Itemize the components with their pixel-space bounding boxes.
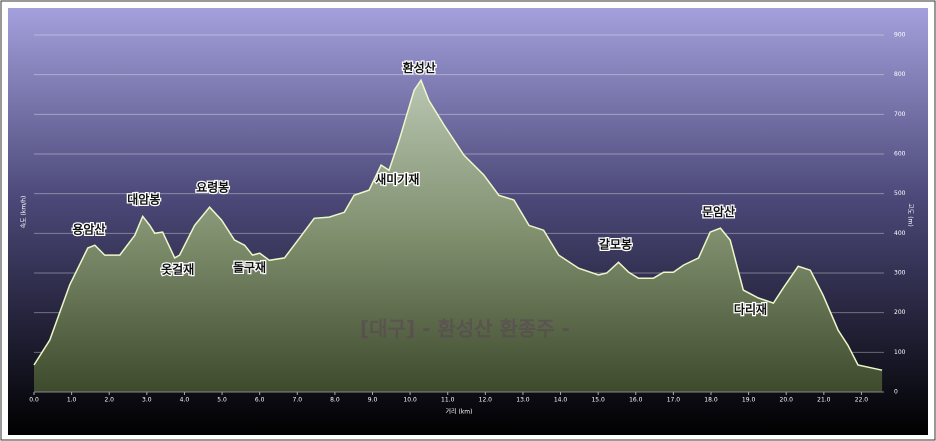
peak-annotation: 다리재 [734, 301, 767, 316]
peak-annotation: 환성산 [403, 60, 436, 75]
x-tick-label: 10.0 [403, 397, 417, 404]
y-tick-label: 100 [894, 349, 906, 356]
y-tick-label: 500 [894, 190, 906, 197]
x-tick-label: 9.0 [368, 397, 378, 404]
x-tick-label: 22.0 [855, 397, 869, 404]
peak-annotation: 문암산 [702, 204, 735, 219]
y-axis-label: 속도 (km/h) [20, 196, 28, 229]
watermark: [대구] - 환성산 환종주 - [360, 317, 570, 341]
x-tick-label: 5.0 [217, 397, 227, 404]
x-tick-label: 7.0 [293, 397, 303, 404]
y2-axis-label: 고도 (m) [907, 203, 914, 226]
y-tick-label: 900 [894, 32, 906, 39]
peak-annotation: 돌구재 [233, 261, 266, 275]
area-line [33, 78, 883, 371]
x-tick-label: 14.0 [554, 397, 568, 404]
peak-annotation: 갈모봉 [599, 238, 632, 252]
peak-annotation: 새미기재 [375, 172, 419, 187]
x-tick-label: 21.0 [817, 397, 831, 404]
x-tick-label: 15.0 [591, 397, 605, 404]
x-tick-label: 0.0 [29, 397, 39, 404]
area-fill [34, 80, 883, 392]
x-tick-label: 20.0 [780, 397, 794, 404]
x-tick-label: 1.0 [67, 397, 77, 404]
x-tick-label: 19.0 [742, 397, 756, 404]
y-tick-label: 400 [894, 230, 906, 237]
y-tick-label: 0 [894, 389, 898, 396]
x-axis-label: 거리 (km) [446, 408, 473, 416]
x-tick-label: 6.0 [255, 397, 265, 404]
peak-annotation: 요령봉 [196, 181, 229, 195]
x-tick-label: 17.0 [667, 397, 681, 404]
x-tick-label: 2.0 [104, 397, 114, 404]
y-tick-label: 800 [894, 71, 906, 78]
x-tick-label: 16.0 [629, 397, 643, 404]
y-tick-label: 300 [894, 270, 906, 277]
x-tick-label: 11.0 [441, 397, 455, 404]
x-tick-label: 4.0 [180, 397, 190, 404]
y-tick-label: 600 [894, 151, 906, 158]
x-tick-label: 18.0 [704, 397, 718, 404]
peak-annotation: 대암봉 [127, 193, 160, 207]
peak-annotation: 용암산 [72, 222, 105, 237]
x-tick-label: 13.0 [516, 397, 530, 404]
x-tick-label: 8.0 [330, 397, 340, 404]
x-tick-label: 12.0 [479, 397, 493, 404]
y-tick-label: 700 [894, 111, 906, 118]
x-tick-label: 3.0 [142, 397, 152, 404]
y-tick-label: 200 [894, 309, 906, 316]
peak-annotation: 옷걸재 [161, 262, 194, 277]
